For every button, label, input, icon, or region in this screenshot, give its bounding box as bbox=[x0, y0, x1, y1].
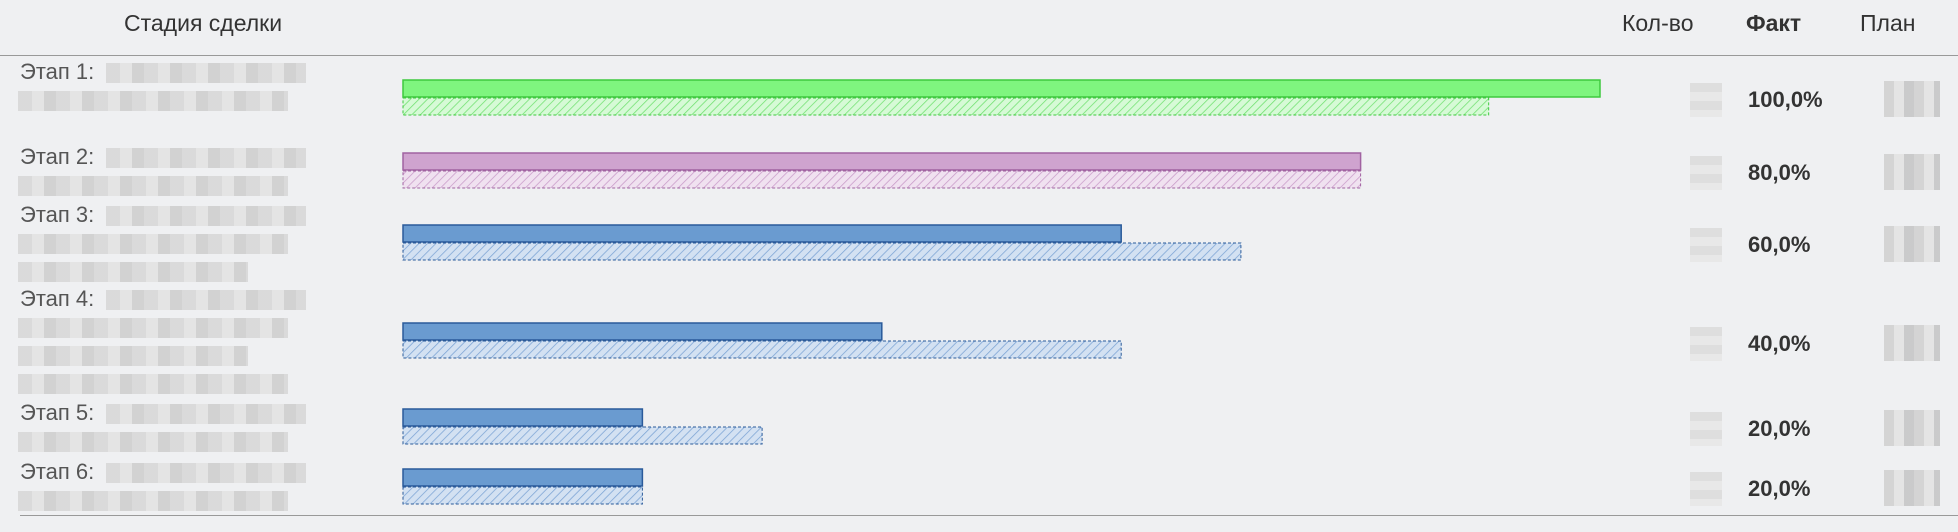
fact-bar bbox=[402, 322, 883, 341]
plan-bar bbox=[402, 340, 1122, 359]
stage-label: Этап 6: bbox=[20, 459, 95, 484]
fact-value: 80,0% bbox=[1748, 160, 1811, 185]
redacted-qty bbox=[1690, 156, 1722, 190]
fact-bar bbox=[402, 152, 1362, 171]
redacted-qty bbox=[1690, 228, 1722, 262]
header-stage: Стадия сделки bbox=[124, 10, 283, 36]
fact-value: 60,0% bbox=[1748, 232, 1811, 257]
redacted-text bbox=[106, 206, 306, 226]
redacted-plan bbox=[1884, 410, 1940, 446]
redacted-text bbox=[106, 463, 306, 483]
stage-label: Этап 5: bbox=[20, 400, 95, 425]
header-plan: План bbox=[1860, 10, 1916, 36]
redacted-plan bbox=[1884, 226, 1940, 262]
plan-bar bbox=[402, 486, 643, 505]
table-header: Стадия сделки Кол-во Факт План bbox=[0, 0, 1958, 56]
header-qty: Кол-во bbox=[1622, 10, 1694, 36]
fact-value: 20,0% bbox=[1748, 416, 1811, 441]
fact-value: 40,0% bbox=[1748, 331, 1811, 356]
redacted-text bbox=[106, 63, 306, 83]
redacted-text bbox=[106, 148, 306, 168]
redacted-text bbox=[106, 290, 306, 310]
fact-bar bbox=[402, 79, 1601, 98]
table-bottom-border bbox=[20, 515, 1958, 516]
redacted-text bbox=[18, 491, 288, 511]
redacted-text bbox=[18, 346, 248, 366]
fact-bar bbox=[402, 224, 1122, 243]
plan-bar bbox=[402, 170, 1362, 189]
fact-bar bbox=[402, 408, 644, 427]
redacted-plan bbox=[1884, 154, 1940, 190]
redacted-plan bbox=[1884, 470, 1940, 506]
plan-bar bbox=[402, 426, 763, 445]
redacted-text bbox=[18, 234, 288, 254]
redacted-text bbox=[18, 262, 248, 282]
redacted-text bbox=[18, 91, 288, 111]
plan-bar bbox=[402, 97, 1490, 116]
plan-bar bbox=[402, 242, 1242, 261]
redacted-text bbox=[18, 318, 288, 338]
redacted-text bbox=[18, 374, 288, 394]
redacted-text bbox=[18, 432, 288, 452]
fact-value: 20,0% bbox=[1748, 476, 1811, 501]
redacted-qty bbox=[1690, 472, 1722, 506]
redacted-qty bbox=[1690, 327, 1722, 361]
redacted-text bbox=[18, 176, 288, 196]
redacted-plan bbox=[1884, 325, 1940, 361]
stage-label: Этап 2: bbox=[20, 144, 95, 169]
redacted-qty bbox=[1690, 412, 1722, 446]
stage-label: Этап 1: bbox=[20, 59, 95, 84]
redacted-text bbox=[106, 404, 306, 424]
redacted-qty bbox=[1690, 83, 1722, 117]
redacted-plan bbox=[1884, 81, 1940, 117]
header-fact: Факт bbox=[1746, 10, 1802, 36]
fact-value: 100,0% bbox=[1748, 87, 1823, 112]
fact-bar bbox=[402, 468, 644, 487]
stage-label: Этап 3: bbox=[20, 202, 95, 227]
stage-label: Этап 4: bbox=[20, 286, 95, 311]
